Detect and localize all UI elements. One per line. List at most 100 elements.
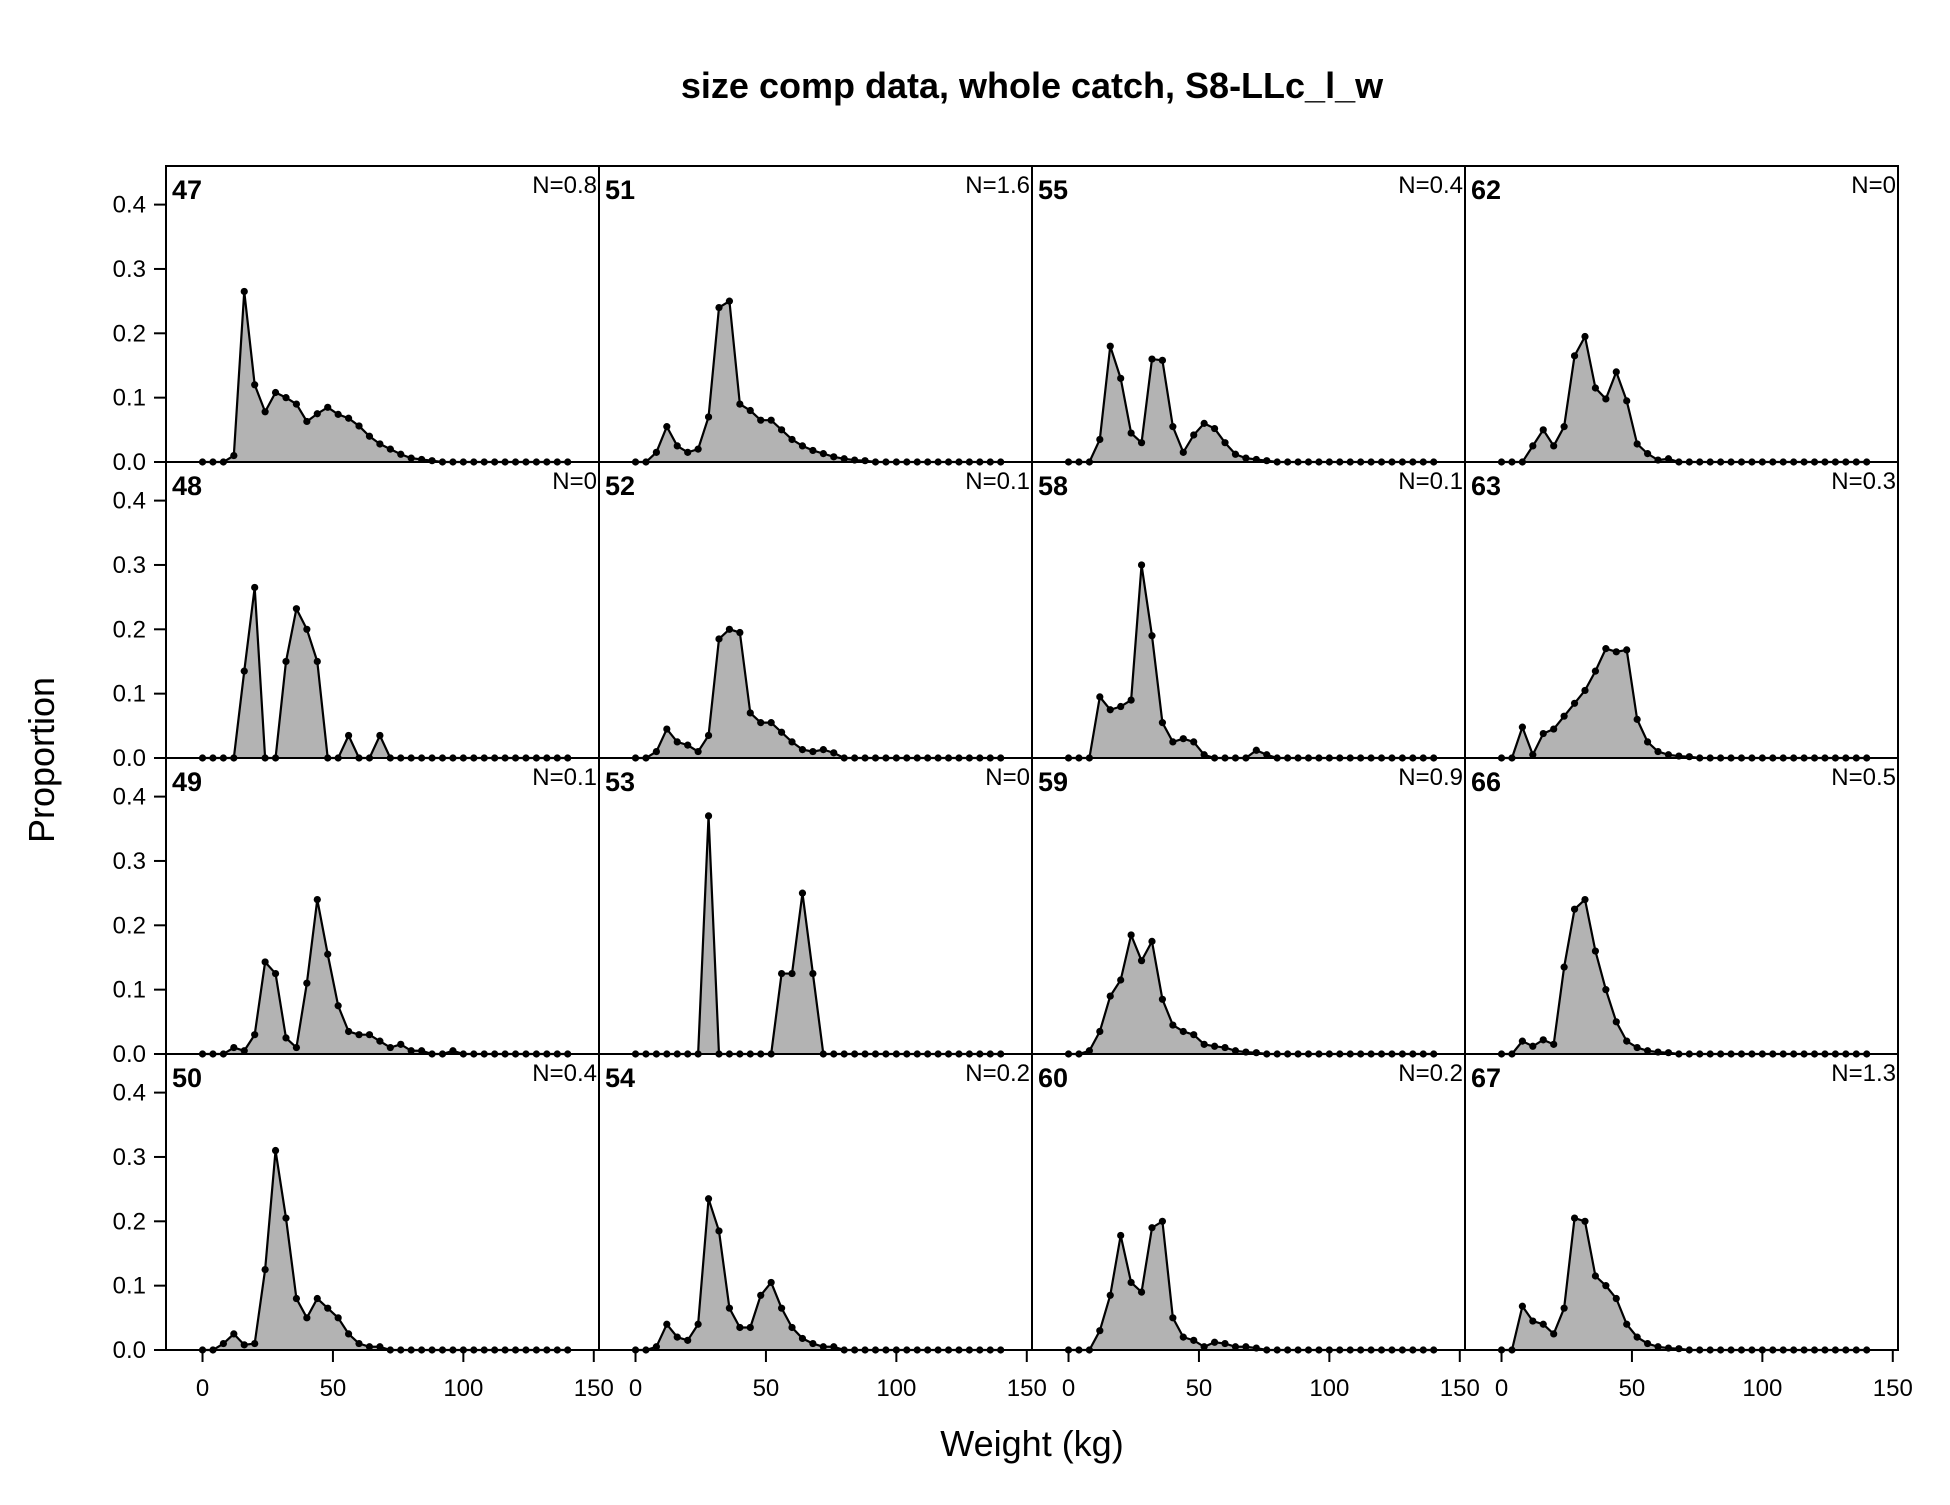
panel-frame-66 (1464, 757, 1899, 1055)
panel-line-66 (1501, 897, 1867, 1056)
data-point (809, 969, 817, 978)
data-point (1127, 931, 1135, 939)
data-point (261, 408, 269, 416)
data-point (1664, 455, 1673, 463)
data-point (725, 625, 734, 633)
data-point (1158, 719, 1167, 727)
y-axis-title: Proportion (21, 677, 62, 843)
data-point (230, 1330, 238, 1338)
data-point (1550, 725, 1558, 733)
x-tick-label: 0 (196, 1375, 209, 1402)
panels-layer: 47 N=0.8 0.0 0.1 0.2 0.3 0.4 48 N=0 0.0 0.1 0.2 0.3 0… (113, 165, 1913, 1402)
data-point (1210, 1338, 1219, 1346)
data-point (428, 457, 436, 465)
data-point (1539, 1320, 1547, 1328)
data-point (663, 1320, 671, 1328)
data-point (746, 709, 754, 717)
panel-line-52 (635, 628, 1001, 760)
panel-id-label: 66 (1471, 767, 1501, 797)
data-point (1643, 738, 1652, 746)
data-point (397, 450, 405, 458)
panel-id-label: 54 (605, 1063, 635, 1093)
data-point (1200, 751, 1208, 759)
data-point (840, 455, 848, 463)
data-point (1560, 712, 1568, 720)
y-tick-label: 0.1 (113, 1273, 146, 1300)
data-point (798, 889, 807, 897)
data-point (1242, 454, 1250, 462)
panel-n-label: N=0.1 (1398, 468, 1463, 495)
data-point (230, 1043, 238, 1052)
data-point (788, 738, 796, 746)
data-point (292, 400, 301, 408)
data-point (1602, 1282, 1610, 1290)
data-point (830, 1343, 838, 1351)
panel-n-label: N=0.2 (1398, 1060, 1463, 1087)
y-tick-label: 0.4 (113, 192, 146, 219)
data-point (767, 719, 775, 727)
data-point (684, 448, 692, 456)
panel-id-label: 63 (1471, 471, 1501, 501)
panel-55: 55 N=0.4 (1031, 165, 1466, 466)
data-point (261, 1265, 269, 1274)
panel-n-label: N=0 (552, 468, 597, 495)
data-point (1591, 947, 1600, 955)
data-point (324, 950, 332, 958)
data-point (376, 440, 384, 448)
x-tick-label: 150 (1873, 1375, 1913, 1402)
panel-line-53 (635, 815, 1001, 1056)
data-point (819, 450, 827, 458)
data-point (1127, 429, 1135, 437)
data-point (1581, 332, 1589, 341)
data-point (1623, 397, 1631, 405)
data-point (652, 747, 660, 756)
data-point (1581, 895, 1589, 904)
data-point (819, 1343, 827, 1351)
data-point (798, 442, 807, 450)
data-point (1570, 905, 1579, 913)
panel-frame-47 (165, 165, 600, 463)
panel-id-label: 51 (605, 175, 635, 205)
panel-id-label: 49 (172, 767, 202, 797)
data-point (1529, 1317, 1537, 1325)
data-point (344, 1330, 353, 1338)
data-point (1210, 424, 1219, 433)
panel-n-label: N=0.4 (1398, 172, 1463, 199)
data-point (777, 969, 786, 978)
panel-id-label: 50 (172, 1063, 202, 1093)
data-point (1106, 706, 1114, 714)
x-tick-label: 50 (1186, 1375, 1213, 1402)
data-point (1137, 1288, 1146, 1296)
x-tick-label: 0 (1062, 1375, 1075, 1402)
data-point (261, 958, 269, 966)
panel-id-label: 59 (1038, 767, 1068, 797)
panel-frame-63 (1464, 461, 1899, 759)
data-point (1200, 1040, 1208, 1048)
x-tick-label: 50 (320, 1375, 347, 1402)
x-tick-label: 100 (1309, 1375, 1349, 1402)
data-point (1179, 735, 1187, 743)
y-tick-label: 0.4 (113, 1080, 146, 1107)
data-point (736, 400, 744, 408)
panel-id-label: 48 (172, 471, 202, 501)
data-point (251, 1031, 259, 1039)
x-tick-label: 50 (753, 1375, 780, 1402)
x-tick-label: 100 (443, 1375, 483, 1402)
panel-area-49 (202, 899, 568, 1054)
data-point (1148, 937, 1156, 945)
x-tick-label: 150 (574, 1375, 614, 1402)
panel-n-label: N=0.5 (1831, 764, 1896, 791)
data-point (303, 417, 311, 426)
data-point (694, 445, 702, 453)
data-point (1085, 1047, 1093, 1055)
data-point (344, 414, 353, 422)
data-point (1242, 1343, 1250, 1351)
y-tick-label: 0.1 (113, 385, 146, 412)
data-point (1200, 419, 1208, 427)
panel-area-63 (1501, 648, 1867, 758)
data-point (1117, 1231, 1125, 1240)
data-point (1664, 751, 1673, 759)
data-point (1633, 1333, 1641, 1341)
data-point (1654, 1343, 1662, 1351)
panel-line-67 (1501, 1216, 1867, 1352)
